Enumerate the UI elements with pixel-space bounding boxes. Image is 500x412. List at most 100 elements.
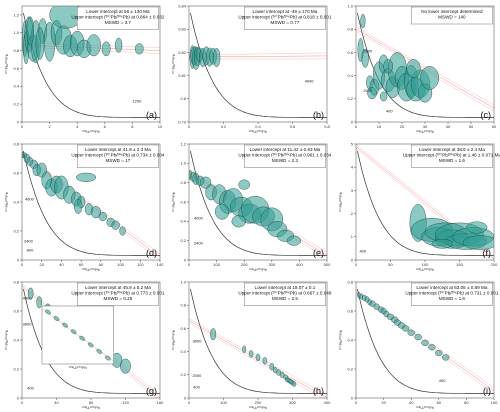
info-line: Upper intercept (²⁰⁷Pb/²⁰⁶Pb) at 0.773 ±… (71, 291, 164, 296)
y-tick-label: 0.81 (178, 73, 187, 78)
y-tick-label: 0.6 (347, 50, 353, 55)
concordia-age-label: 3600 (192, 338, 202, 343)
info-line: MSWD = 140 (438, 15, 466, 20)
panel-label: (a) (146, 110, 157, 120)
concordia-age-label: 4940 (305, 78, 315, 83)
y-tick-label: 0.4 (13, 337, 19, 342)
data-layer: 1200 (22, 6, 160, 118)
x-tick-label: 300 (289, 400, 296, 405)
info-box (411, 282, 493, 306)
panel-6: 0 40 80 120 160 0 0.2 0.4 0.6 0.8 ²³⁸U/²⁰⁶Pb ²⁰⁷Pb/… (4, 279, 165, 410)
x-tick-label: 20 (381, 400, 386, 405)
y-tick-label: 0.83 (178, 27, 187, 32)
x-tick-label: 0.8 (324, 124, 330, 129)
x-axis-label: ²³⁸U/²⁰⁶Pb (82, 405, 101, 410)
concordia-age-label: 400 (439, 378, 446, 383)
y-tick-label: 0.79 (178, 119, 187, 124)
y-tick-label: 0.2 (13, 228, 19, 233)
info-line: Lower intercept at 19.07 ± 0.1 (255, 285, 316, 290)
panel-label: (f) (483, 248, 492, 258)
data-layer: 400 (356, 144, 494, 260)
y-tick-label: 0.82 (178, 50, 187, 55)
error-ellipse (212, 48, 221, 67)
y-tick-label: 0.8 (180, 180, 186, 185)
x-tick-label: 80 (99, 262, 104, 267)
inset-regression (41, 308, 114, 362)
error-ellipse (74, 198, 83, 214)
x-tick-label: 200 (241, 262, 248, 267)
data-layer: 400 (356, 288, 494, 394)
x-tick-label: 20 (39, 262, 44, 267)
error-ellipse (86, 34, 101, 57)
y-tick-label: 0.6 (180, 326, 186, 331)
x-tick-label: 300 (268, 262, 275, 267)
error-ellipse (238, 179, 250, 190)
x-tick-label: 8 (131, 124, 134, 129)
x-tick-label: 140 (157, 262, 164, 267)
y-tick-label: 0 (351, 395, 354, 400)
x-axis-label: ²³⁸U/²⁰⁶Pb (416, 267, 435, 272)
x-tick-label: 200 (255, 400, 262, 405)
info-box (76, 144, 159, 168)
x-tick-label: 160 (157, 400, 164, 405)
y-tick-label: 0.4 (347, 73, 353, 78)
panel-label: (h) (313, 386, 324, 396)
info-box (243, 6, 326, 30)
error-ellipse (357, 291, 361, 299)
info-line: MSWD = 17 (105, 158, 130, 163)
error-ellipse (36, 296, 43, 309)
error-ellipse (286, 235, 301, 246)
y-tick-label: 0.6 (13, 66, 19, 71)
x-tick-label: 50 (388, 262, 393, 267)
y-tick-label: 0 (17, 257, 20, 262)
data-layer: 4000 2400 800 (22, 150, 160, 260)
y-axis-label: ²⁰⁷Pb/²⁰⁶Pb (338, 329, 343, 350)
error-ellipse (442, 354, 450, 361)
x-tick-label: 80 (89, 400, 94, 405)
error-ellipse (90, 206, 102, 219)
x-tick-label: 30 (423, 124, 428, 129)
error-ellipse (114, 37, 123, 53)
error-ellipse (215, 203, 230, 220)
x-tick-label: 0 (355, 400, 358, 405)
y-axis-label: ²⁰⁷Pb/²⁰⁶Pb (4, 191, 9, 212)
y-axis-label: ²⁰⁷Pb/²⁰⁶Pb (171, 53, 176, 74)
error-ellipse (360, 13, 366, 29)
info-line: Lower intercept at -49 ± 170 Ma (252, 9, 317, 14)
inset-ellipse (96, 349, 103, 354)
x-tick-label: 0 (188, 262, 191, 267)
x-tick-label: 40 (54, 400, 59, 405)
inset-ellipse (62, 322, 68, 328)
x-tick-label: 100 (491, 400, 498, 405)
error-ellipse (242, 345, 247, 353)
x-tick-label: 0 (188, 124, 191, 129)
panel-label: (i) (483, 386, 491, 396)
y-tick-label: 0 (17, 119, 20, 124)
y-tick-label: 0.2 (180, 372, 186, 377)
data-layer: 49804940 (189, 12, 327, 118)
error-ellipse (379, 91, 388, 102)
error-ellipse (421, 339, 429, 346)
x-tick-label: 150 (456, 262, 463, 267)
error-ellipse (361, 48, 369, 68)
concordia-curve (190, 150, 327, 256)
y-axis-label: ²⁰⁷Pb/²⁰⁶Pb (338, 191, 343, 212)
panel-label: (e) (313, 248, 324, 258)
error-ellipse (406, 59, 421, 79)
inset-ellipse (53, 316, 60, 321)
x-tick-label: 100 (422, 262, 429, 267)
y-tick-label: 0.2 (347, 96, 353, 101)
x-tick-label: 50 (469, 124, 474, 129)
x-axis-label: ²³⁸U/²⁰⁶Pb (249, 267, 268, 272)
error-ellipse (27, 287, 34, 300)
x-tick-label: 60 (79, 262, 84, 267)
concordia-curve (190, 288, 327, 394)
y-tick-label: 0.6 (180, 199, 186, 204)
y-tick-label: 0 (17, 395, 20, 400)
x-tick-label: 0 (355, 262, 358, 267)
error-ellipse (269, 362, 275, 371)
error-ellipse (292, 381, 297, 387)
y-tick-label: 0 (351, 119, 354, 124)
x-tick-label: 60 (437, 400, 442, 405)
info-line: Lower intercept at 45.9 ± 5.2 Ma (85, 285, 151, 290)
